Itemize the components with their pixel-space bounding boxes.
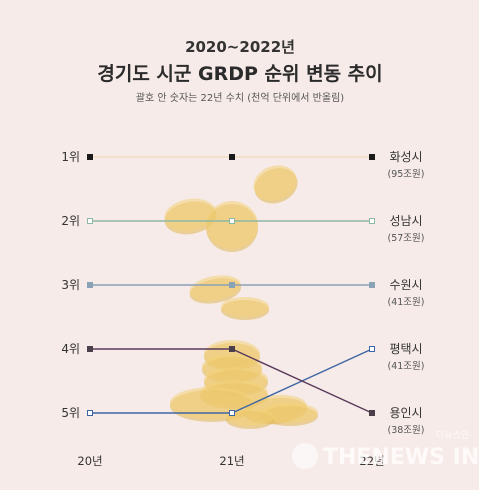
coin — [253, 165, 298, 204]
series-name-label: 화성시 — [389, 150, 422, 164]
y-tick-label: 5위 — [61, 406, 80, 420]
series-value-label: (95조원) — [388, 169, 425, 180]
data-point-marker — [87, 410, 93, 416]
data-point-marker — [87, 218, 93, 224]
coin — [164, 198, 217, 235]
series-name-label: 평택시 — [389, 342, 422, 356]
y-tick-label: 3위 — [61, 278, 80, 292]
series-name-label: 용인시 — [389, 406, 422, 420]
y-tick-label: 1위 — [61, 150, 80, 164]
header-years: 2020~2022년 — [185, 38, 295, 56]
data-point-marker — [369, 154, 375, 160]
series-name-label: 수원시 — [389, 278, 422, 292]
watermark-text: THENEWS IN — [323, 445, 479, 470]
data-point-marker — [229, 282, 235, 288]
data-point-marker — [229, 410, 235, 416]
x-tick-label: 21년 — [219, 454, 244, 468]
data-point-marker — [369, 282, 375, 288]
watermark: THENEWS IN 더뉴스인 — [292, 430, 479, 470]
y-tick-label: 2위 — [61, 214, 80, 228]
data-point-marker — [87, 154, 93, 160]
watermark-logo-icon — [292, 443, 318, 469]
data-point-marker — [87, 282, 93, 288]
chart-subtitle: 괄호 안 숫자는 22년 수치 (천억 단위에서 반올림) — [136, 91, 344, 104]
data-point-marker — [229, 154, 235, 160]
data-point-marker — [369, 218, 375, 224]
x-tick-label: 22년 — [359, 454, 384, 468]
x-tick-label: 20년 — [77, 454, 102, 468]
coin — [206, 201, 258, 252]
series-value-label: (57조원) — [388, 233, 425, 244]
coin — [262, 403, 318, 426]
data-point-marker — [229, 346, 235, 352]
coin — [221, 297, 269, 320]
chart-title: 경기도 시군 GRDP 순위 변동 추이 — [97, 63, 382, 85]
data-point-marker — [369, 346, 375, 352]
coin — [226, 408, 274, 429]
data-point-marker — [87, 346, 93, 352]
series-name-label: 성남시 — [389, 214, 422, 228]
series-value-label: (38조원) — [388, 425, 425, 436]
watermark-small-text: 더뉴스인 — [436, 430, 469, 441]
data-point-marker — [369, 410, 375, 416]
data-point-marker — [229, 218, 235, 224]
series-value-label: (41조원) — [388, 361, 425, 372]
coin-illustration — [164, 165, 318, 429]
y-tick-label: 4위 — [61, 342, 80, 356]
series-value-label: (41조원) — [388, 297, 425, 308]
